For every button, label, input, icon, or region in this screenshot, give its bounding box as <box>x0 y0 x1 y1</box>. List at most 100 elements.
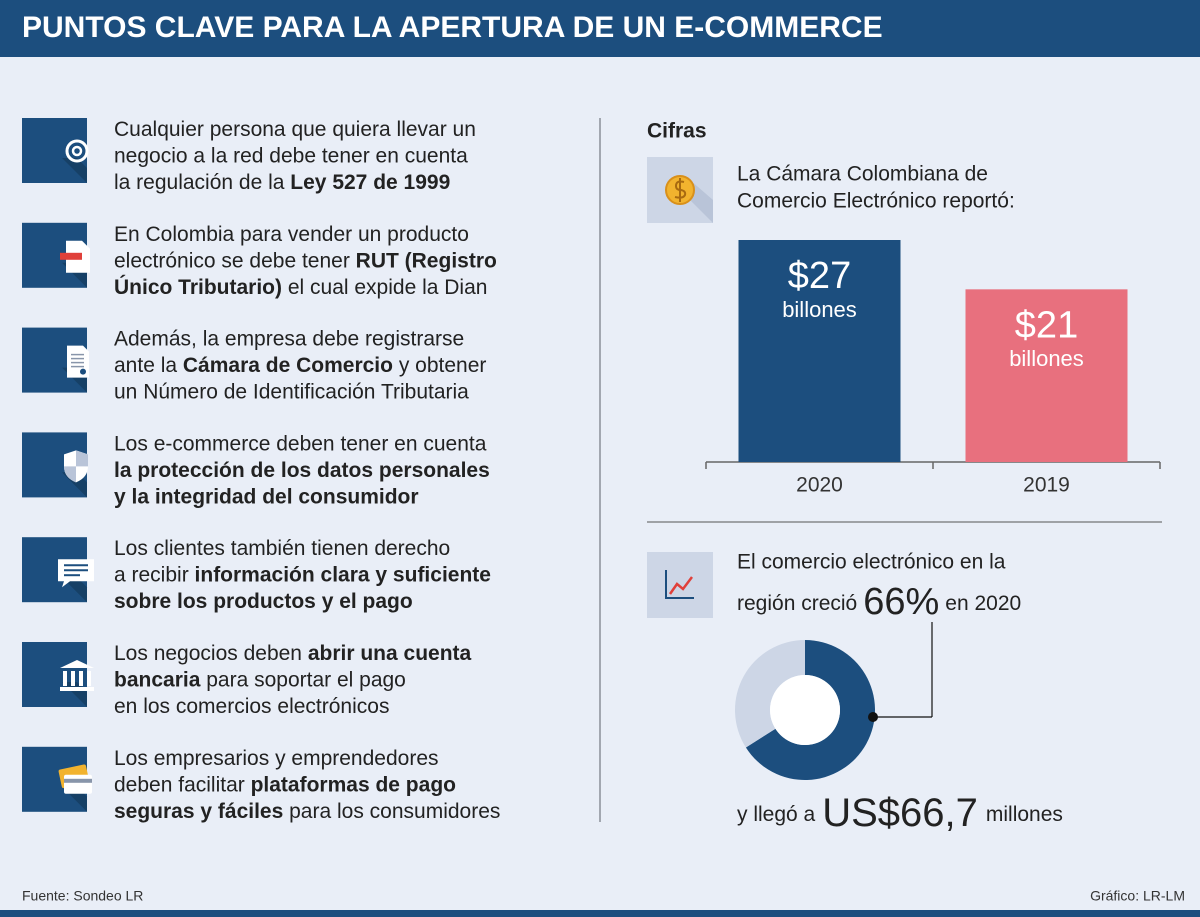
item-bold-text: información clara y suficiente <box>195 563 491 586</box>
item-line: y la integridad del consumidor <box>114 485 419 508</box>
item-text: Además, la empresa debe registrarse <box>114 327 464 350</box>
item-bold-text: Único Tributario) <box>114 274 282 298</box>
item-line: Además, la empresa debe registrarse <box>114 327 464 350</box>
item-line: Cualquier persona que quiera llevar un <box>114 118 476 141</box>
bar-unit-label: billones <box>782 297 857 322</box>
icon-glyph <box>60 687 94 691</box>
item-text: Los e-commerce deben tener en cuenta <box>114 432 487 455</box>
item-text: para soportar el pago <box>200 668 405 691</box>
icon-glyph <box>71 671 75 686</box>
item-line: en los comercios electrónicos <box>114 695 389 718</box>
item-line: bancaria para soportar el pago <box>114 668 406 691</box>
bar-value-label: $27 <box>788 255 851 297</box>
item-line: Los e-commerce deben tener en cuenta <box>114 432 487 455</box>
icon-glyph <box>65 139 89 163</box>
item-text: negocio a la red debe tener en cuenta <box>114 144 468 167</box>
x-tick-label: 2020 <box>796 474 843 497</box>
growth-text-line: región creció 66% en 2020 <box>737 581 1021 623</box>
item-bold-text: Cámara de Comercio <box>183 354 393 377</box>
item-text: En Colombia para vender un producto <box>114 222 469 245</box>
item-bold-text: la protección de los datos personales <box>114 458 490 481</box>
item-icon <box>22 746 92 812</box>
growth-text: El comercio electrónico en la <box>737 551 1006 574</box>
item-line: deben facilitar plataformas de pago <box>114 773 456 796</box>
credit: Gráfico: LR-LM <box>1090 888 1185 904</box>
item-line: sobre los productos y el pago <box>114 590 413 613</box>
item-bold-text: y la integridad del consumidor <box>114 485 419 508</box>
growth-text: región creció <box>737 592 857 615</box>
item-icon <box>22 222 90 288</box>
total-unit: millones <box>986 803 1063 826</box>
item-text: en los comercios electrónicos <box>114 695 389 718</box>
item-line: En Colombia para vender un producto <box>114 222 469 245</box>
bar-unit-label: billones <box>1009 346 1084 371</box>
icon-shadow <box>22 118 87 183</box>
growth-suffix: en 2020 <box>945 592 1021 615</box>
item-bold-text: abrir una cuenta <box>308 642 472 665</box>
icon-shadow <box>22 642 87 707</box>
item-icon <box>22 537 94 603</box>
source: Fuente: Sondeo LR <box>22 888 143 904</box>
icon-glyph <box>63 671 67 686</box>
total-value: US$66,7 <box>822 791 978 835</box>
item-line: Único Tributario) el cual expide la Dian <box>114 274 487 298</box>
item-line: a recibir información clara y suficiente <box>114 563 491 586</box>
item-text: la regulación de la <box>114 171 290 194</box>
coin-icon <box>647 157 713 223</box>
item-bold-text: RUT (Registro <box>356 249 497 272</box>
icon-glyph <box>60 252 82 260</box>
item-icon <box>22 327 89 393</box>
total-prefix: y llegó a <box>737 803 816 826</box>
item-line: la regulación de la Ley 527 de 1999 <box>114 171 450 194</box>
header-bar <box>0 0 1200 57</box>
icon-glyph <box>60 660 94 668</box>
item-bold-text: seguras y fáciles <box>114 799 283 822</box>
section-title: Cifras <box>647 120 707 143</box>
item-bold-text: plataformas de pago <box>251 773 456 796</box>
item-line: la protección de los datos personales <box>114 458 490 481</box>
donut-slice <box>735 640 805 748</box>
item-bold-text: bancaria <box>114 668 201 691</box>
icon-glyph <box>87 671 91 686</box>
icon-glyph <box>64 778 92 783</box>
bar-intro: Comercio Electrónico reportó: <box>737 190 1015 213</box>
icon-shadow <box>62 158 87 183</box>
item-icon <box>22 432 88 498</box>
item-text: Los negocios deben <box>114 642 308 665</box>
icon-glyph <box>80 368 86 375</box>
item-line: Los empresarios y emprendedores <box>114 746 439 769</box>
item-bold-text: Ley 527 de 1999 <box>290 171 450 194</box>
item-text: para los consumidores <box>283 799 500 822</box>
bar <box>738 240 901 462</box>
item-text: un Número de Identificación Tributaria <box>114 380 469 403</box>
icon-glyph <box>64 774 92 794</box>
item-line: negocio a la red debe tener en cuenta <box>114 144 468 167</box>
bar-value-label: $21 <box>1015 304 1078 346</box>
item-text: Cualquier persona que quiera llevar un <box>114 118 476 141</box>
icon-glyph <box>64 450 88 483</box>
icon-glyph <box>71 145 83 157</box>
donut-slice <box>745 640 875 780</box>
item-line: Los negocios deben abrir una cuenta <box>114 642 472 665</box>
item-text: deben facilitar <box>114 773 251 796</box>
bar <box>965 289 1128 462</box>
item-text: a recibir <box>114 563 195 586</box>
connector-dot <box>868 712 878 722</box>
item-line: electrónico se debe tener RUT (Registro <box>114 249 497 272</box>
item-bold-text: sobre los productos y el pago <box>114 590 413 613</box>
donut-hole <box>770 675 840 745</box>
item-text: el cual expide la Dian <box>282 275 487 298</box>
item-text: Los empresarios y emprendedores <box>114 746 439 769</box>
item-text: ante la <box>114 354 183 377</box>
item-line: un Número de Identificación Tributaria <box>114 380 469 403</box>
x-tick-label: 2019 <box>1023 474 1070 497</box>
item-line: seguras y fáciles para los consumidores <box>114 799 500 822</box>
item-icon <box>22 118 89 183</box>
growth-icon <box>647 552 713 618</box>
item-text: electrónico se debe tener <box>114 249 356 272</box>
title: PUNTOS CLAVE PARA LA APERTURA DE UN E-CO… <box>22 11 883 44</box>
growth-value: 66% <box>863 581 939 623</box>
item-icon <box>22 642 94 707</box>
item-text: Los clientes también tienen derecho <box>114 537 450 560</box>
